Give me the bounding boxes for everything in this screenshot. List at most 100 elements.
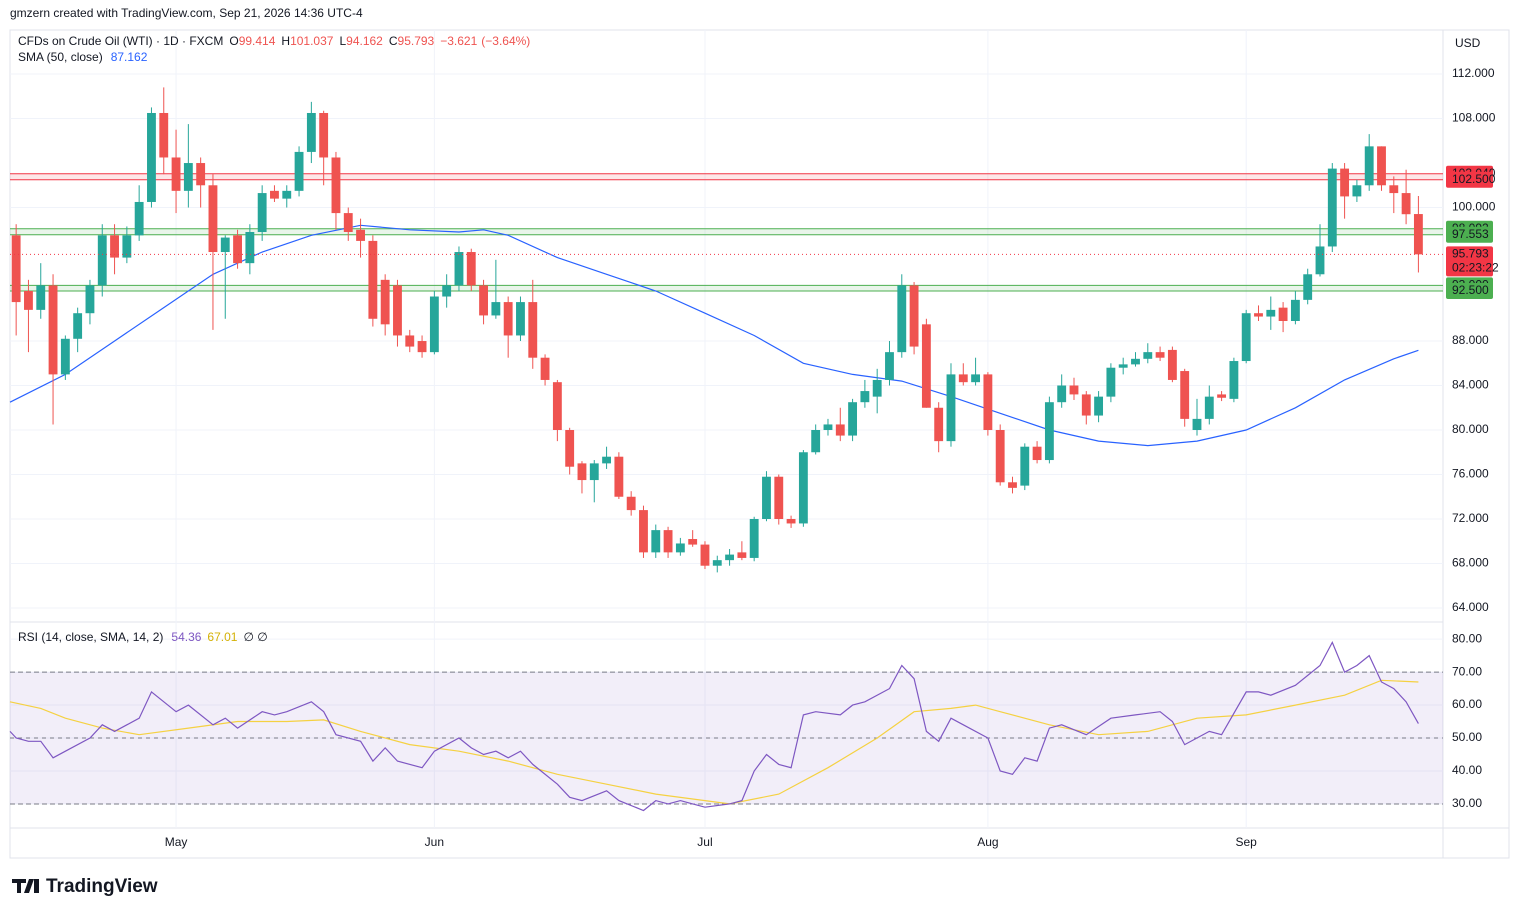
candle-body	[1069, 385, 1079, 395]
candle-body	[1106, 367, 1116, 397]
candle-body	[36, 285, 46, 310]
legend: CFDs on Crude Oil (WTI) · 1D · FXCM O99.4…	[18, 34, 530, 48]
candle-body	[762, 476, 771, 519]
y-tick-label: 76.000	[1452, 467, 1489, 481]
candle-body	[1377, 146, 1386, 186]
candle-body	[134, 201, 144, 236]
rsi-tick-label: 50.00	[1452, 730, 1482, 744]
candle-body	[1192, 418, 1202, 431]
candle-body	[971, 374, 981, 383]
rsi-tick-label: 70.00	[1452, 664, 1482, 678]
candle-body	[909, 285, 919, 347]
candle-body	[1155, 352, 1165, 358]
ohlc-value: 99.414	[239, 34, 276, 48]
candle-body	[282, 190, 292, 199]
candle-body	[848, 402, 858, 436]
candle-body	[1032, 446, 1042, 461]
candle-body	[786, 518, 796, 524]
y-tick-label: 88.000	[1452, 333, 1489, 347]
candle-body	[1389, 185, 1399, 194]
candle-body	[516, 302, 525, 336]
ohlc-name: L	[339, 34, 346, 48]
candle-body	[319, 112, 329, 158]
candle-body	[24, 290, 33, 310]
candle-body	[885, 352, 894, 380]
y-tick-label: 108.000	[1452, 111, 1496, 125]
candle-body	[454, 252, 464, 286]
candle-body	[1352, 185, 1362, 197]
candle-body	[122, 235, 132, 258]
candle-body	[306, 112, 316, 152]
candle-body	[110, 235, 119, 258]
candle-body	[675, 543, 685, 553]
candle-body	[380, 279, 390, 325]
ohlc-name: C	[389, 34, 398, 48]
candle-body	[589, 463, 599, 481]
candle-body	[1081, 394, 1091, 416]
candle-body	[1204, 396, 1214, 419]
level-label-box	[1446, 282, 1493, 299]
candle-body	[97, 235, 107, 286]
candle-body	[614, 456, 624, 497]
level-label: 92.500	[1452, 283, 1489, 297]
candle-body	[823, 424, 833, 431]
candle-body	[1143, 352, 1153, 359]
change-pct: (−3.64%)	[481, 34, 530, 48]
rsi-legend: RSI (14, close, SMA, 14, 2) 54.36 67.01 ∅ ∅	[18, 630, 268, 644]
rsi-tick-label: 60.00	[1452, 697, 1482, 711]
candle-body	[565, 430, 575, 467]
candle-body	[749, 518, 759, 558]
rsi-extra: ∅ ∅	[243, 630, 267, 644]
candle-body	[356, 229, 365, 241]
candle-body	[1340, 168, 1350, 197]
ohlc-name: H	[281, 34, 290, 48]
candle-body	[159, 112, 169, 158]
candle-body	[171, 157, 181, 191]
ohlc-value: 94.162	[346, 34, 383, 48]
candle-body	[331, 157, 341, 214]
zone	[10, 285, 1443, 291]
level-label: 102.500	[1452, 172, 1496, 186]
logo: TradingView	[12, 876, 158, 897]
candle-body	[1254, 313, 1263, 317]
candle-body	[1278, 307, 1288, 321]
sma-value: 87.162	[111, 50, 148, 64]
x-tick-label: Jul	[697, 835, 712, 849]
y-tick-label: 80.000	[1452, 422, 1489, 436]
change: −3.621	[440, 34, 477, 48]
candle-body	[897, 285, 907, 353]
candle-body	[835, 424, 845, 436]
candle-body	[725, 554, 735, 561]
candle-body	[479, 285, 488, 316]
candle-body	[1118, 364, 1128, 368]
candle-body	[48, 285, 58, 375]
candle-body	[73, 313, 83, 339]
candle-body	[958, 374, 968, 383]
candle-body	[1401, 193, 1411, 215]
candle-body	[503, 302, 513, 336]
candle-body	[1327, 168, 1337, 247]
candle-body	[147, 112, 156, 202]
candle-body	[442, 285, 452, 297]
candle-body	[663, 530, 673, 553]
candle-body	[1364, 146, 1374, 186]
y-tick-label: 64.000	[1452, 600, 1489, 614]
candle-body	[1057, 385, 1067, 403]
candle-body	[343, 213, 353, 233]
zone	[10, 228, 1443, 235]
candle-body	[639, 510, 648, 553]
last-price-box	[1446, 246, 1493, 277]
candle-body	[1217, 394, 1227, 398]
candle-body	[368, 240, 378, 319]
candle-body	[1008, 482, 1017, 488]
candle-body	[552, 382, 562, 431]
ohlc-name: O	[229, 34, 238, 48]
candle-body	[1241, 313, 1251, 362]
candle-body	[257, 193, 267, 233]
candle-body	[60, 338, 70, 375]
ohlc-value: 101.037	[290, 34, 334, 48]
level-label-box	[1446, 226, 1493, 243]
candle-body	[688, 539, 698, 545]
